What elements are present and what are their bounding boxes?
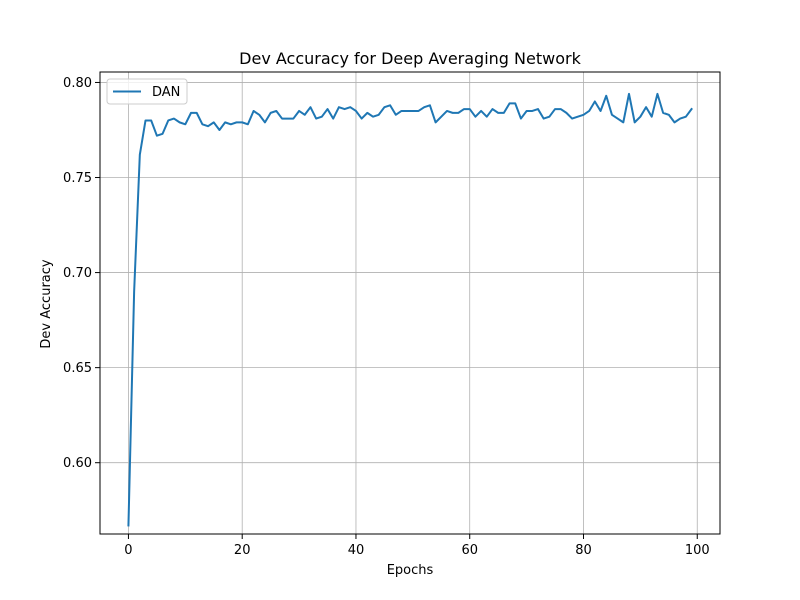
chart-title: Dev Accuracy for Deep Averaging Network [239,49,581,68]
x-tick-label: 40 [348,543,365,558]
series-line-group [127,92,693,527]
legend: DAN [106,78,188,105]
y-tick-label: 0.80 [63,76,92,91]
y-tick-label: 0.75 [63,171,92,186]
grid [100,72,720,534]
y-tick-label: 0.70 [63,266,92,281]
legend-box [106,78,188,105]
y-axis-label: Dev Accuracy [39,259,54,348]
y-tick-label: 0.65 [63,361,92,376]
x-axis-label: Epochs [387,563,434,578]
x-tick-label: 100 [685,543,710,558]
series-line-dan [127,92,693,527]
x-tick-label: 80 [575,543,592,558]
x-tick-label: 20 [234,543,251,558]
y-tick-label: 0.60 [63,456,92,471]
axis-ticks: 0 20 40 60 80 100 0.60 0.65 0.70 0.75 0.80 [63,76,710,558]
x-tick-label: 60 [461,543,478,558]
legend-label: DAN [152,85,180,100]
x-tick-label: 0 [124,543,132,558]
plot-frame [99,71,721,535]
